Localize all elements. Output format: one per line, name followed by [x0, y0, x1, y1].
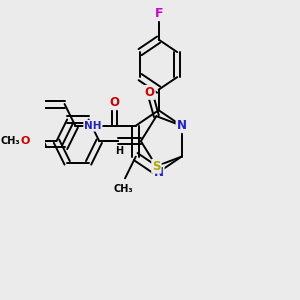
Text: N: N: [177, 119, 187, 132]
Text: O: O: [20, 136, 30, 146]
Text: O: O: [109, 96, 119, 109]
Text: CH₃: CH₃: [114, 184, 134, 194]
Text: NH: NH: [84, 121, 102, 131]
Text: H: H: [116, 146, 124, 157]
Text: F: F: [154, 7, 163, 20]
Text: O: O: [145, 86, 155, 99]
Text: S: S: [152, 160, 161, 173]
Text: N: N: [154, 166, 164, 178]
Text: CH₃: CH₃: [0, 136, 20, 146]
